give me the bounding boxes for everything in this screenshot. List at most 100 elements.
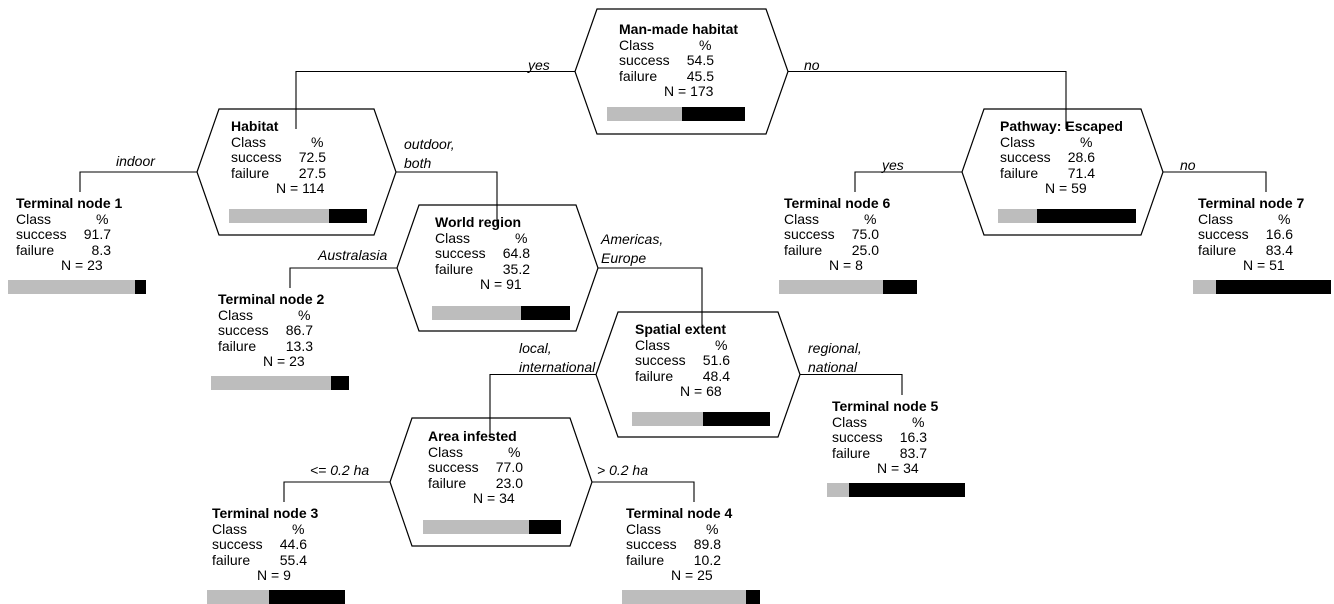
class-proportion-bar [607,107,745,121]
success-label: success [212,536,263,552]
split-node: Spatial extent Class% success 51.6 failure 48… [635,321,775,400]
edge-label: no [804,57,820,73]
success-bar-segment [607,107,683,121]
failure-label: failure [635,367,674,384]
node-count: N = 34 [473,490,515,506]
terminal-node: Terminal node 2 Class% success 86.7 failure 1… [218,291,358,370]
success-bar-segment [229,209,330,223]
failure-bar-segment [329,209,367,223]
class-proportion-bar [1193,280,1331,294]
edge-label: > 0.2 ha [597,462,648,478]
edge-label: local, [519,340,552,356]
pct-header: % [508,443,521,460]
class-proportion-bar [423,520,561,534]
success-bar-segment [779,280,883,294]
failure-bar-segment [1215,280,1331,294]
failure-bar-segment [882,280,917,294]
success-bar-segment [1193,280,1216,294]
failure-bar-segment [703,412,770,426]
edge-label: national [808,359,858,375]
class-proportion-bar [622,590,760,604]
success-bar-segment [211,376,331,390]
edge-habitat-t1 [79,171,197,192]
node-count: N = 34 [877,460,919,476]
success-label: success [626,536,677,552]
edge-area-t3 [283,481,390,502]
edge-label: both [404,155,432,171]
terminal-node: Terminal node 1 Class% success 91.7 failure 8… [16,195,156,274]
class-header: Class [626,520,662,537]
node-count: N = 51 [1243,257,1285,273]
failure-value: 45.5 [686,67,714,84]
edge-root-pathway [788,70,1067,129]
failure-value: 25.0 [851,241,879,258]
class-header: Class [231,133,267,150]
edge-spatial-area [489,373,596,438]
terminal-node: Terminal node 4 Class% success 89.8 failure 1… [626,505,766,584]
success-bar-segment [998,209,1038,223]
success-bar-segment [432,306,522,320]
failure-label: failure [832,444,871,461]
failure-label: failure [1198,241,1237,258]
class-header: Class [16,210,52,227]
edge-label: no [1180,157,1196,173]
edge-world-spatial [598,267,703,332]
node-count: N = 25 [671,567,713,583]
failure-value: 48.4 [702,367,730,384]
class-header: Class [428,443,464,460]
failure-value: 71.4 [1067,164,1095,181]
edge-pathway-t6 [854,171,962,192]
success-value: 75.0 [851,226,879,242]
failure-label: failure [231,164,270,181]
failure-label: failure [784,241,823,258]
failure-value: 55.4 [279,551,307,568]
class-proportion-bar [632,412,770,426]
success-value: 44.6 [279,536,307,552]
failure-label: failure [218,337,257,354]
class-header: Class [1000,133,1036,150]
success-label: success [619,52,670,68]
pct-header: % [298,306,311,323]
failure-value: 35.2 [502,260,530,277]
node-title: Terminal node 4 [626,505,733,521]
failure-bar-segment [745,590,760,604]
success-bar-segment [207,590,269,604]
class-proportion-bar [211,376,349,390]
success-label: success [1000,149,1051,165]
pct-header: % [706,520,719,537]
success-value: 86.7 [285,322,313,338]
class-header: Class [1198,210,1234,227]
success-value: 51.6 [702,352,730,368]
class-proportion-bar [998,209,1136,223]
pct-header: % [292,520,305,537]
node-title: World region [435,214,522,230]
class-header: Class [784,210,820,227]
success-label: success [635,352,686,368]
class-proportion-bar [432,306,570,320]
failure-bar-segment [330,376,349,390]
node-title: Terminal node 6 [784,195,891,211]
node-count: N = 68 [680,383,722,399]
node-count: N = 23 [61,257,103,273]
success-label: success [784,226,835,242]
failure-bar-segment [268,590,345,604]
terminal-node: Terminal node 3 Class% success 44.6 failure 5… [212,505,352,584]
edge-habitat-world [396,171,498,225]
success-bar-segment [632,412,704,426]
edge-label: outdoor, [404,136,455,152]
node-title: Area infested [428,428,517,444]
failure-bar-segment [849,483,965,497]
success-label: success [218,322,269,338]
class-proportion-bar [207,590,345,604]
pct-header: % [96,210,109,227]
split-node: Man-made habitat Class% success 54.5 failure… [619,21,759,100]
failure-bar-segment [134,280,146,294]
success-label: success [435,245,486,261]
success-label: success [231,149,282,165]
success-value: 54.5 [686,52,714,68]
pct-header: % [1278,210,1291,227]
class-proportion-bar [229,209,367,223]
failure-label: failure [435,260,474,277]
success-value: 91.7 [83,226,111,242]
terminal-node: Terminal node 6 Class% success 75.0 failure 2… [784,195,924,274]
